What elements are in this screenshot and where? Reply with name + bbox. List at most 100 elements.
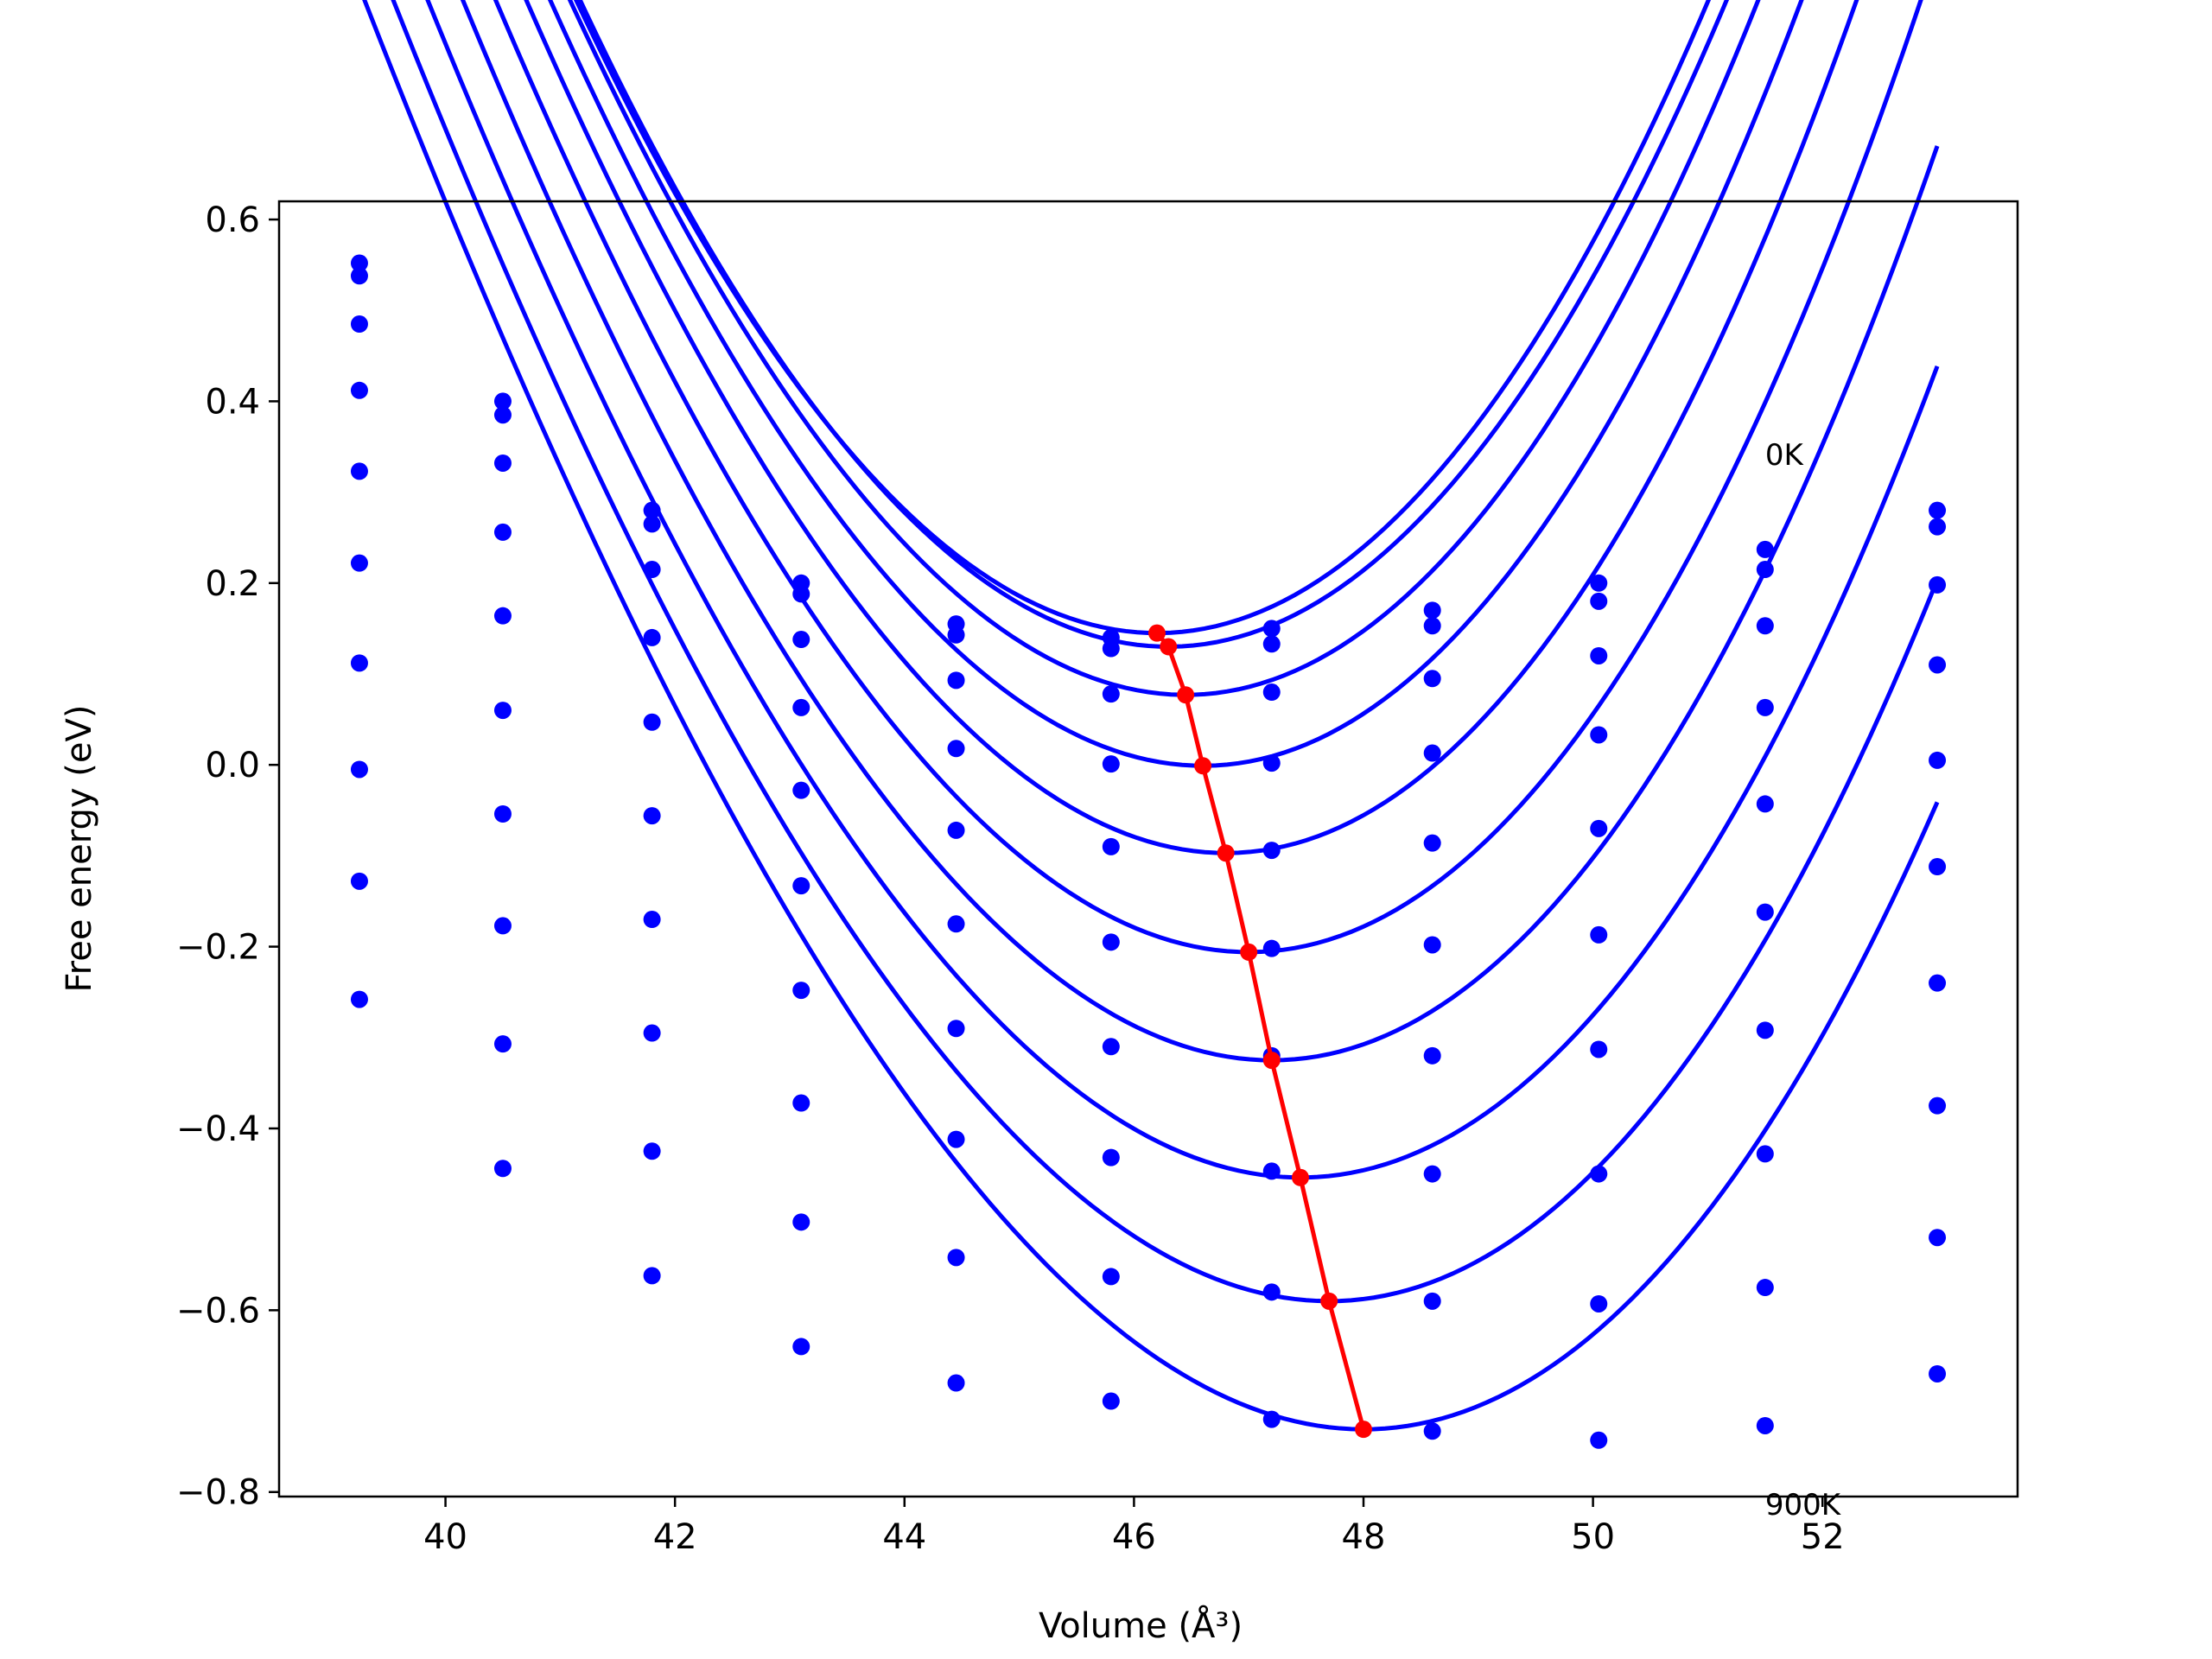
data-point (643, 807, 661, 825)
data-point (947, 821, 965, 839)
data-point (1262, 1283, 1281, 1301)
data-point (643, 501, 661, 519)
data-point (792, 1094, 810, 1112)
minimum-point (1217, 844, 1235, 862)
data-point (493, 917, 512, 935)
data-point (1423, 670, 1441, 688)
data-point (1929, 1229, 1947, 1247)
curve-annotation-1: 900K (1765, 1488, 1842, 1522)
data-point (792, 1338, 810, 1356)
data-point (1590, 925, 1608, 944)
axes-frame (277, 200, 2019, 1498)
minimum-point (1194, 757, 1212, 775)
data-point (643, 628, 661, 646)
data-point (643, 1024, 661, 1042)
data-point (1756, 540, 1774, 558)
y-tick-label: −0.4 (176, 1109, 260, 1149)
data-point (1423, 744, 1441, 762)
data-point (792, 1213, 810, 1231)
data-point (493, 702, 512, 720)
data-point (1102, 1268, 1120, 1286)
data-point (493, 805, 512, 823)
x-tick-label: 50 (1571, 1517, 1615, 1557)
data-point (643, 1142, 661, 1160)
minimum-point (1320, 1292, 1338, 1310)
data-point (1929, 751, 1947, 769)
data-point (1423, 1165, 1441, 1183)
data-point (1590, 574, 1608, 592)
minimum-point (1355, 1421, 1373, 1439)
data-point (1262, 1410, 1281, 1428)
data-point (350, 760, 368, 779)
x-tick-label: 44 (882, 1517, 926, 1557)
data-point (350, 654, 368, 672)
fit-curve-6 (460, 0, 1940, 1063)
data-point (947, 1249, 965, 1267)
data-point (350, 315, 368, 334)
data-point (1423, 936, 1441, 954)
minimum-point (1262, 1052, 1281, 1070)
data-point (1102, 933, 1120, 951)
fit-curve-4 (524, 0, 1859, 855)
minimum-point (1291, 1168, 1309, 1186)
data-point (1423, 834, 1441, 852)
data-point (1102, 755, 1120, 773)
data-point (350, 254, 368, 272)
data-point (792, 982, 810, 1000)
minimum-line (1155, 632, 1366, 1430)
data-point (1423, 1422, 1441, 1440)
data-point (350, 381, 368, 399)
data-point (1590, 726, 1608, 744)
data-point (643, 713, 661, 731)
data-point (1929, 501, 1947, 519)
minimum-point (1177, 686, 1195, 704)
data-point (947, 626, 965, 644)
data-point (947, 671, 965, 690)
data-point (493, 607, 512, 625)
data-point (1590, 592, 1608, 610)
data-point (1262, 635, 1281, 653)
y-tick-label: 0.6 (205, 200, 260, 240)
data-point (1929, 1096, 1947, 1115)
x-tick-label: 42 (653, 1517, 697, 1557)
data-point (493, 523, 512, 541)
data-point (1590, 819, 1608, 837)
data-point (1102, 1148, 1120, 1166)
data-point (792, 631, 810, 649)
data-point (947, 1130, 965, 1148)
data-point (350, 554, 368, 572)
fit-curve-8 (391, 0, 1940, 1304)
fit-curve-5 (493, 0, 1923, 955)
data-point (1102, 639, 1120, 658)
data-point (1102, 1038, 1120, 1056)
data-point (1423, 617, 1441, 635)
data-point (493, 1160, 512, 1178)
y-tick-label: 0.2 (205, 564, 260, 604)
data-point (1590, 1431, 1608, 1449)
data-point (1756, 903, 1774, 921)
data-point (947, 740, 965, 758)
data-point (1756, 561, 1774, 579)
data-point (1929, 858, 1947, 876)
data-point (1423, 601, 1441, 620)
data-point (1929, 974, 1947, 992)
data-point (493, 406, 512, 424)
x-tick-label: 40 (423, 1517, 467, 1557)
minimum-point (1160, 638, 1178, 656)
y-tick-label: −0.6 (176, 1291, 260, 1331)
data-point (1929, 518, 1947, 536)
data-point (493, 392, 512, 410)
data-point (1756, 1416, 1774, 1434)
data-point (643, 515, 661, 533)
data-point (1590, 1040, 1608, 1058)
x-tick-label: 52 (1801, 1517, 1845, 1557)
axes: 40 42 44 46 48 50 52 0.6 0.4 0.2 0.0 −0.2 −0.4 −0.6 −0… (176, 200, 2019, 1557)
data-point (1590, 1165, 1608, 1183)
data-point (643, 911, 661, 929)
data-point (1262, 683, 1281, 702)
fit-curve-1 (577, 0, 1730, 649)
fit-curve-7 (425, 0, 1940, 1180)
data-point (350, 872, 368, 890)
